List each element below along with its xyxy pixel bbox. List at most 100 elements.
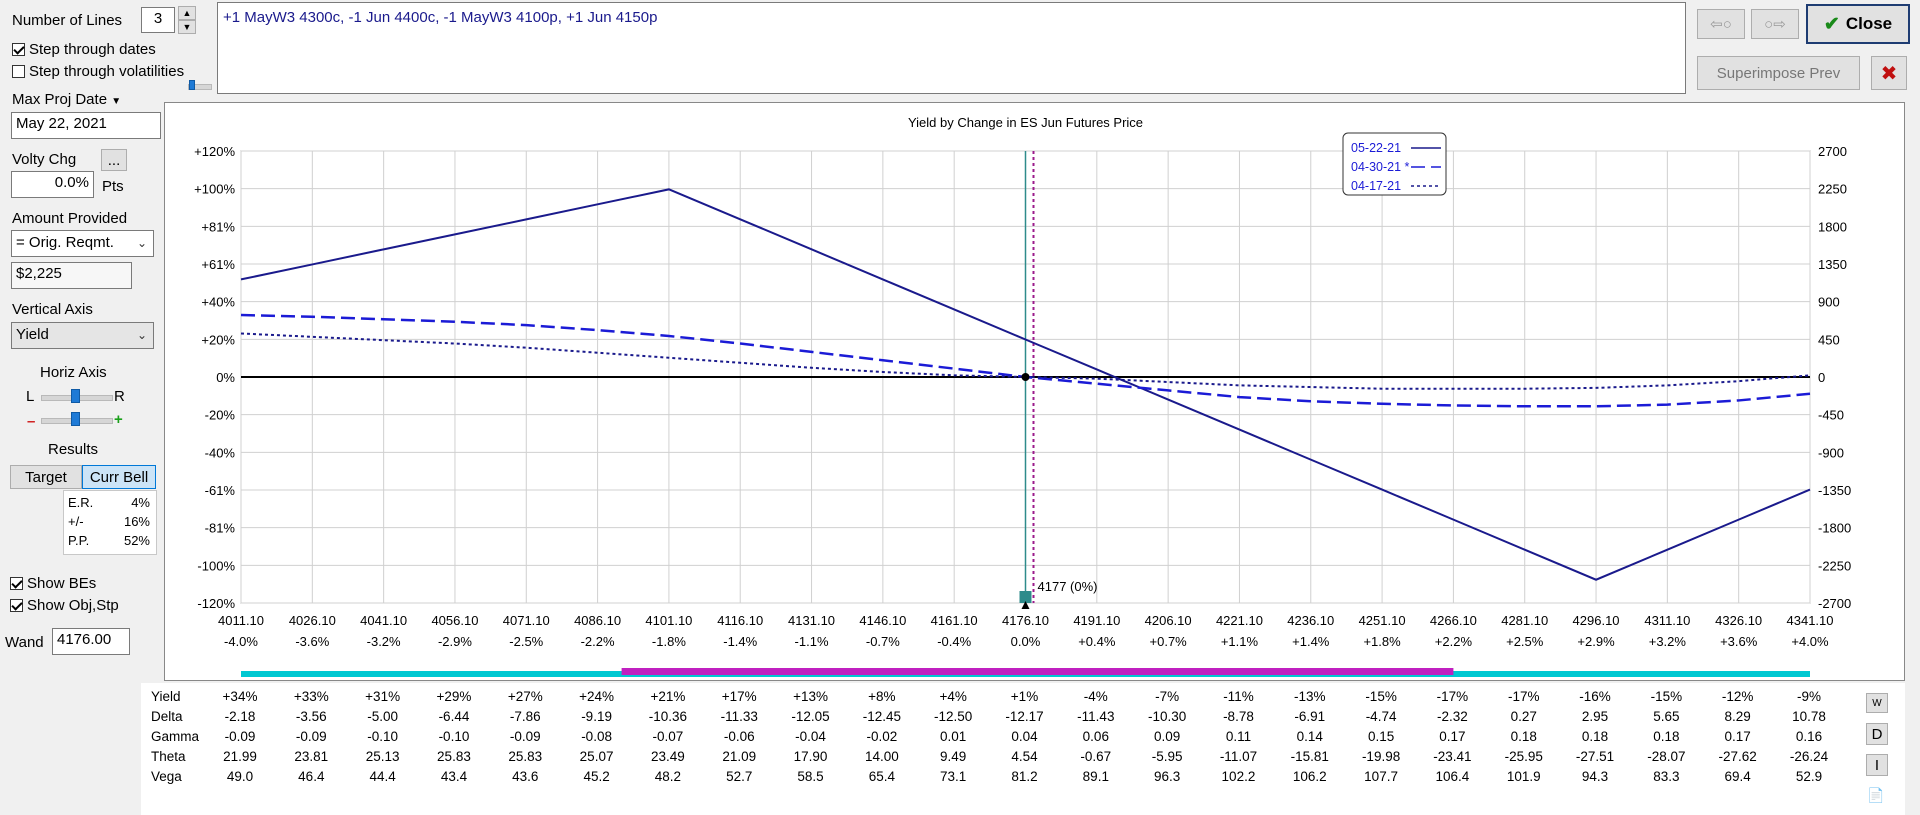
show-obj-checkbox[interactable]: Show Obj,Stp bbox=[10, 597, 119, 614]
horiz-axis-label: Horiz Axis bbox=[40, 364, 107, 381]
table-cell: 46.4 bbox=[298, 769, 325, 784]
next-arrow-button[interactable]: ○⇨ bbox=[1751, 9, 1799, 39]
table-cell: 0.09 bbox=[1153, 729, 1181, 744]
volty-input[interactable]: 0.0% bbox=[11, 171, 94, 198]
superimpose-prev-button[interactable]: Superimpose Prev bbox=[1697, 56, 1860, 90]
table-row: Gamma -0.09 -0.09 -0.10 -0.10 -0.09 -0.08 -0.07… bbox=[141, 729, 1901, 749]
max-proj-date-label[interactable]: Max Proj Date ▼ bbox=[12, 91, 122, 108]
table-cell: -0.07 bbox=[652, 729, 684, 744]
table-cell: 21.09 bbox=[722, 749, 757, 764]
x-tick-label: 4341.10 bbox=[1787, 613, 1834, 628]
table-cell: -15% bbox=[1650, 689, 1683, 704]
target-button[interactable]: Target bbox=[10, 465, 82, 489]
x-pct-label: -0.7% bbox=[866, 634, 900, 649]
x-pct-label: -2.2% bbox=[581, 634, 615, 649]
table-cell: -3.56 bbox=[295, 709, 327, 724]
side-d-button[interactable]: D bbox=[1866, 723, 1888, 745]
table-cell: -0.09 bbox=[509, 729, 541, 744]
table-cell: -23.41 bbox=[1433, 749, 1472, 764]
show-obj-label: Show Obj,Stp bbox=[27, 597, 119, 614]
export-icon[interactable]: 📄 bbox=[1867, 787, 1885, 803]
table-cell: 2.95 bbox=[1581, 709, 1609, 724]
table-cell: -9.19 bbox=[581, 709, 612, 724]
zoom-minus-label[interactable]: – bbox=[27, 413, 36, 430]
amount-selected: = Orig. Reqmt. bbox=[16, 234, 114, 251]
table-row: Yield +34% +33% +31% +29% +27% +24% +21% +17% +13… bbox=[141, 689, 1901, 709]
x-pct-label: +1.4% bbox=[1292, 634, 1330, 649]
x-pct-label: +0.7% bbox=[1150, 634, 1188, 649]
y-left-tick-label: -120% bbox=[197, 596, 235, 611]
prev-arrow-button[interactable]: ⇦○ bbox=[1697, 9, 1745, 39]
vertical-axis-select[interactable]: Yield ⌄ bbox=[11, 322, 154, 349]
table-cell: -8.78 bbox=[1223, 709, 1254, 724]
spin-up-button[interactable]: ▲ bbox=[178, 6, 196, 20]
x-pct-label: +1.1% bbox=[1221, 634, 1259, 649]
x-pct-label: +0.4% bbox=[1078, 634, 1116, 649]
wand-marker bbox=[1019, 591, 1032, 603]
amount-provided-select[interactable]: = Orig. Reqmt. ⌄ bbox=[11, 230, 154, 257]
chevron-down-icon: ⌄ bbox=[136, 328, 147, 342]
yield-chart[interactable]: Yield by Change in ES Jun Futures Price 4… bbox=[165, 103, 1904, 680]
x-pct-label: -0.4% bbox=[937, 634, 971, 649]
spin-down-button[interactable]: ▼ bbox=[178, 20, 196, 34]
zoom-plus-label[interactable]: + bbox=[114, 411, 123, 428]
series-line-04-17-21 bbox=[240, 332, 1811, 390]
y-right-tick-label: -1350 bbox=[1818, 483, 1851, 498]
curr-bell-button[interactable]: Curr Bell bbox=[82, 465, 156, 489]
results-panel: E.R. 4% +/- 16% P.P. 52% bbox=[63, 490, 157, 555]
step-vols-checkbox[interactable]: Step through volatilities bbox=[12, 63, 184, 80]
checkbox-box[interactable] bbox=[12, 43, 25, 56]
table-cell: -5.95 bbox=[1151, 749, 1183, 764]
side-i-button[interactable]: I bbox=[1866, 754, 1888, 776]
show-bes-label: Show BEs bbox=[27, 575, 97, 592]
side-w-button[interactable]: W bbox=[1866, 693, 1888, 713]
number-of-lines-input[interactable]: 3 bbox=[141, 7, 175, 33]
legend-label: 04-30-21 * bbox=[1351, 160, 1410, 174]
table-cell: 21.99 bbox=[223, 749, 257, 764]
table-cell: +31% bbox=[365, 689, 401, 704]
y-right-tick-label: 1800 bbox=[1818, 219, 1847, 234]
table-cell: -13% bbox=[1294, 689, 1326, 704]
row-label: Yield bbox=[151, 689, 181, 704]
wand-input[interactable]: 4176.00 bbox=[52, 628, 130, 655]
vol-slider[interactable] bbox=[188, 84, 212, 90]
chevron-down-icon: ▼ bbox=[111, 96, 122, 107]
table-cell: 8.29 bbox=[1724, 709, 1751, 724]
table-cell: 106.4 bbox=[1435, 769, 1470, 784]
x-tick-label: 4326.10 bbox=[1715, 613, 1762, 628]
volty-more-button[interactable]: ... bbox=[101, 149, 127, 171]
x-pct-label: -3.2% bbox=[367, 634, 401, 649]
horiz-zoom-thumb[interactable] bbox=[71, 412, 80, 426]
table-cell: 101.9 bbox=[1506, 769, 1541, 784]
table-cell: -0.04 bbox=[795, 729, 826, 744]
table-cell: 4.54 bbox=[1011, 749, 1038, 764]
clear-x-icon[interactable]: ✖ bbox=[1871, 56, 1907, 90]
x-tick-label: 4311.10 bbox=[1644, 613, 1690, 628]
position-description[interactable]: +1 MayW3 4300c, -1 Jun 4400c, -1 MayW3 4… bbox=[217, 2, 1686, 94]
table-cell: 14.00 bbox=[864, 749, 899, 764]
checkbox-box[interactable] bbox=[10, 599, 23, 612]
x-tick-label: 4221.10 bbox=[1216, 613, 1263, 628]
close-button[interactable]: ✔ Close bbox=[1806, 4, 1910, 44]
horiz-lr-thumb[interactable] bbox=[71, 389, 80, 403]
checkbox-box[interactable] bbox=[12, 65, 25, 78]
step-dates-checkbox[interactable]: Step through dates bbox=[12, 41, 156, 58]
x-tick-label: 4296.10 bbox=[1573, 613, 1620, 628]
table-cell: -19.98 bbox=[1361, 749, 1401, 764]
show-bes-checkbox[interactable]: Show BEs bbox=[10, 575, 96, 592]
table-cell: 0.01 bbox=[940, 729, 967, 744]
table-cell: 10.78 bbox=[1792, 709, 1826, 724]
table-cell: 83.3 bbox=[1653, 769, 1680, 784]
table-cell: 0.15 bbox=[1367, 729, 1395, 744]
vertical-axis-label: Vertical Axis bbox=[12, 301, 93, 318]
max-proj-date-input[interactable]: May 22, 2021 bbox=[11, 112, 161, 139]
table-cell: +33% bbox=[293, 689, 329, 704]
x-tick-label: 4176.10 bbox=[1002, 613, 1049, 628]
table-cell: +13% bbox=[793, 689, 828, 704]
x-tick-label: 4206.10 bbox=[1145, 613, 1192, 628]
checkbox-box[interactable] bbox=[10, 577, 23, 590]
pm-value: 16% bbox=[123, 514, 150, 529]
table-cell: 43.6 bbox=[512, 769, 539, 784]
chart-title: Yield by Change in ES Jun Futures Price bbox=[908, 115, 1143, 130]
vol-slider-thumb[interactable] bbox=[189, 80, 195, 90]
